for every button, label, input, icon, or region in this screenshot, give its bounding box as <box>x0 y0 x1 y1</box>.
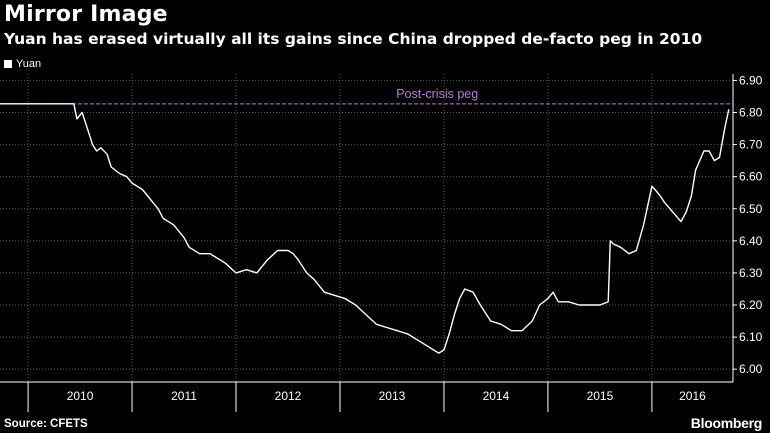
peg-label: Post-crisis peg <box>396 87 478 101</box>
chart-subtitle: Yuan has erased virtually all its gains … <box>4 30 703 48</box>
legend-label-yuan: Yuan <box>16 58 42 70</box>
x-tick-label: 2010 <box>67 389 94 403</box>
y-tick-label: 6.30 <box>739 266 763 280</box>
bloomberg-logo: Bloomberg <box>690 415 763 431</box>
y-tick-label: 6.40 <box>739 234 763 248</box>
x-tick-label: 2015 <box>587 389 614 403</box>
chart-title: Mirror Image <box>4 2 168 27</box>
source-note: Source: CFETS <box>4 418 88 430</box>
y-tick-label: 6.60 <box>739 170 763 184</box>
y-tick-label: 6.80 <box>739 106 763 120</box>
y-tick-label: 6.00 <box>739 362 763 376</box>
x-tick-label: 2016 <box>679 389 706 403</box>
legend: Yuan <box>4 58 41 70</box>
y-tick-label: 6.70 <box>739 138 763 152</box>
series-line-yuan <box>0 103 730 354</box>
x-tick-label: 2012 <box>275 389 302 403</box>
x-tick-label: 2011 <box>171 389 197 403</box>
y-tick-label: 6.50 <box>739 202 763 216</box>
y-tick-label: 6.20 <box>739 298 763 312</box>
y-tick-label: 6.90 <box>739 73 763 87</box>
x-tick-label: 2013 <box>379 389 406 403</box>
legend-swatch-yuan <box>4 60 12 68</box>
x-tick-label: 2014 <box>483 389 510 403</box>
y-tick-label: 6.10 <box>739 330 763 344</box>
